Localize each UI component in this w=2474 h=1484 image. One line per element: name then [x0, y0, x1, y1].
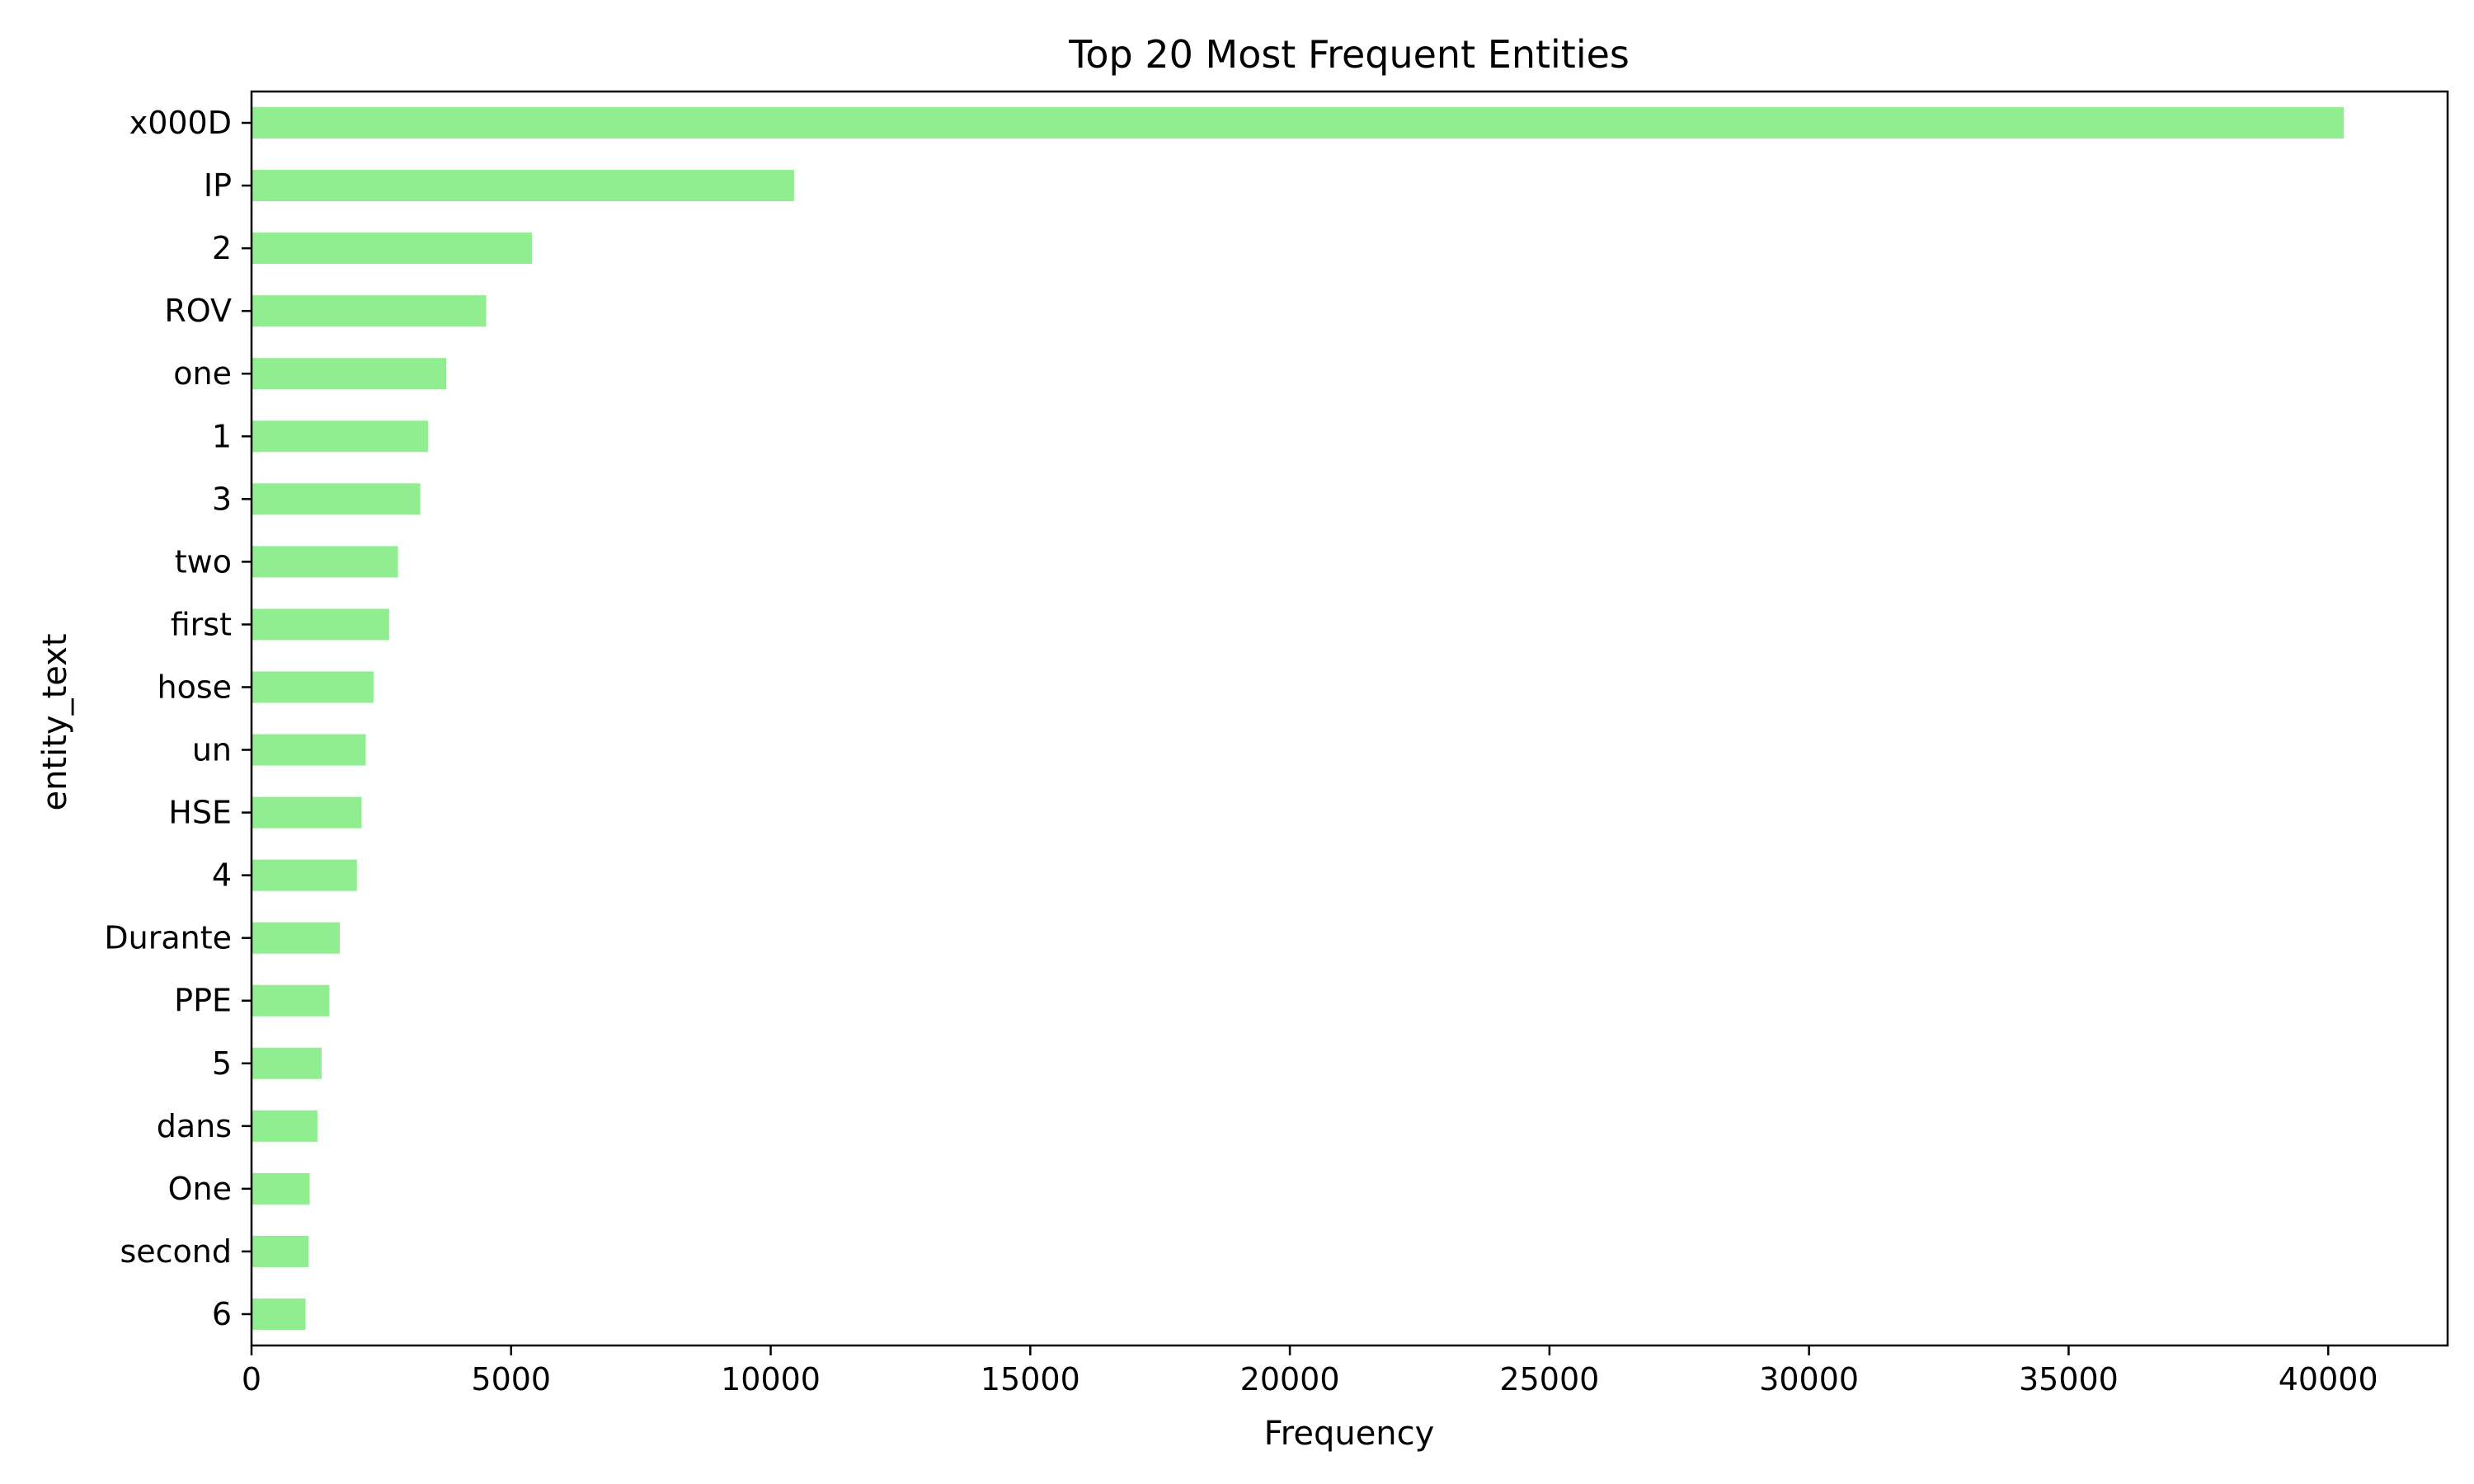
y-tick-label: HSE [168, 795, 232, 831]
y-tick-label: IP [204, 167, 232, 204]
bar-8 [252, 608, 389, 641]
y-tick-label: ROV [164, 293, 232, 329]
bar-14 [252, 984, 330, 1017]
bar-6 [252, 483, 421, 515]
x-tick-label: 35000 [2019, 1361, 2119, 1397]
bar-13 [252, 922, 341, 954]
plot-frame [250, 90, 2449, 1347]
bar-9 [252, 671, 374, 703]
bar-15 [252, 1047, 322, 1079]
chart-title: Top 20 Most Frequent Entities [1068, 32, 1630, 77]
bar-3 [252, 295, 487, 327]
x-tick-label: 0 [242, 1361, 261, 1397]
bar-12 [252, 859, 357, 891]
x-tick-label: 40000 [2279, 1361, 2378, 1397]
y-tick-label: 1 [212, 418, 232, 454]
y-tick-label: x000D [129, 105, 232, 141]
x-tick-label: 5000 [471, 1361, 551, 1397]
y-tick-label: 2 [212, 230, 232, 266]
y-tick-label: hose [157, 669, 232, 705]
bar-17 [252, 1172, 310, 1205]
y-axis-ticks: x000D IP 2 ROV one 1 3 two first hose un HSE 4 Durant… [104, 105, 252, 1332]
bar-5 [252, 420, 429, 453]
y-tick-label: PPE [174, 983, 232, 1019]
bar-7 [252, 546, 398, 578]
x-axis-ticks: 0 5000 10000 15000 20000 25000 30000 35000 40000 [242, 1345, 2378, 1397]
bar-0 [252, 107, 2345, 139]
bar-4 [252, 358, 447, 390]
x-tick-label: 15000 [981, 1361, 1080, 1397]
bar-18 [252, 1235, 309, 1267]
x-tick-label: 30000 [1759, 1361, 1859, 1397]
x-tick-label: 25000 [1499, 1361, 1599, 1397]
y-tick-label: second [120, 1233, 232, 1270]
y-tick-label: 3 [212, 481, 232, 517]
y-tick-label: 6 [212, 1296, 232, 1332]
x-tick-label: 10000 [721, 1361, 821, 1397]
bar-1 [252, 170, 794, 202]
bar-19 [252, 1298, 306, 1330]
y-tick-label: two [175, 543, 232, 580]
y-tick-label: One [168, 1171, 232, 1207]
y-tick-label: 4 [212, 857, 232, 894]
y-tick-label: Durante [104, 920, 232, 956]
y-tick-label: dans [157, 1108, 232, 1144]
y-tick-label: one [173, 355, 232, 392]
y-axis-label: entity_text [36, 633, 74, 810]
y-tick-label: 5 [212, 1045, 232, 1082]
x-axis-label: Frequency [1264, 1415, 1435, 1453]
x-tick-label: 20000 [1240, 1361, 1340, 1397]
bar-10 [252, 734, 366, 766]
bar-2 [252, 232, 532, 265]
bars-layer [252, 107, 2345, 1330]
bar-11 [252, 796, 362, 829]
y-tick-label: un [192, 732, 232, 768]
y-tick-label: first [171, 606, 232, 642]
bar-16 [252, 1110, 317, 1142]
